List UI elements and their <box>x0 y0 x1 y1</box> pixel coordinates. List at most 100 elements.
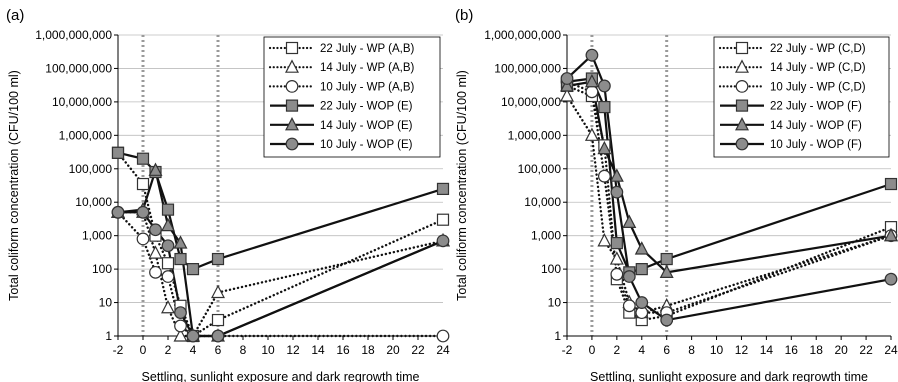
legend: 22 July - WP (A,B) 14 July - WP (A,B) 10 J… <box>263 36 441 158</box>
data-point <box>635 296 649 309</box>
chart-panel-a: 1101001,00010,000100,0001,000,00010,000,… <box>6 7 450 382</box>
x-axis-label: Settling, sunlight exposure and dark reg… <box>590 370 868 382</box>
data-point <box>174 319 187 333</box>
data-point <box>622 214 637 228</box>
x-tick-label: 24 <box>884 343 898 357</box>
data-point <box>598 100 611 114</box>
y-tick-label: 100,000 <box>518 162 562 176</box>
x-tick-label: 0 <box>140 343 147 357</box>
y-tick-label: 1 <box>554 329 561 343</box>
data-point <box>560 78 574 92</box>
panel-label: (a) <box>6 7 24 24</box>
x-tick-label: 2 <box>165 343 172 357</box>
x-tick-label: 24 <box>436 343 450 357</box>
data-point <box>148 162 163 176</box>
x-tick-label: 16 <box>785 343 799 357</box>
legend-marker <box>285 137 299 151</box>
y-tick-label: 1,000,000 <box>508 128 562 142</box>
data-point <box>111 205 125 219</box>
x-tick-label: 4 <box>638 343 645 357</box>
x-tick-label: 20 <box>386 343 400 357</box>
data-point <box>622 299 636 313</box>
legend-marker <box>735 99 749 112</box>
data-point <box>597 140 612 155</box>
y-tick-label: 100 <box>541 262 561 276</box>
x-tick-label: 4 <box>190 343 197 357</box>
x-tick-label: 0 <box>589 343 596 357</box>
x-tick-label: 6 <box>663 343 670 357</box>
legend-entry: 14 July - WP (C,D) <box>770 62 866 74</box>
data-point <box>597 79 611 93</box>
y-tick-label: 100,000,000 <box>494 61 561 75</box>
y-tick-label: 1,000,000 <box>59 128 113 142</box>
data-point <box>609 168 624 182</box>
data-point <box>635 263 648 276</box>
x-tick-label: 12 <box>286 343 300 357</box>
x-tick-label: 16 <box>336 343 350 357</box>
legend-entry: 14 July - WOP (E) <box>320 120 413 132</box>
data-point <box>634 241 649 255</box>
data-point <box>585 48 599 62</box>
y-axis-label: Total coliform concentration (CFU/100 ml… <box>7 70 21 301</box>
legend-entry: 10 July - WOP (F) <box>770 139 862 151</box>
x-tick-label: 6 <box>215 343 222 357</box>
data-point <box>161 257 175 270</box>
x-tick-label: 18 <box>810 343 824 357</box>
legend-box <box>713 36 890 158</box>
data-point <box>585 85 599 99</box>
series-line-2 <box>116 211 445 338</box>
data-point <box>161 203 175 216</box>
data-point <box>174 306 187 320</box>
legend-entry: 10 July - WOP (E) <box>320 139 413 151</box>
data-point <box>161 299 175 314</box>
data-point <box>560 88 574 102</box>
x-tick-label: 18 <box>361 343 375 357</box>
data-point <box>609 251 624 265</box>
x-tick-label: 10 <box>710 343 724 357</box>
data-point <box>660 313 674 327</box>
data-point <box>136 152 150 165</box>
data-point <box>173 328 188 342</box>
data-point <box>597 169 611 183</box>
x-tick-label: 12 <box>735 343 749 357</box>
data-point <box>884 227 898 242</box>
chart-panel-b: 1101001,00010,000100,0001,000,00010,000,… <box>455 7 898 382</box>
y-tick-label: 1,000 <box>82 229 112 243</box>
data-point <box>610 267 624 281</box>
x-tick-label: -2 <box>562 343 573 357</box>
x-tick-label: 22 <box>859 343 873 357</box>
data-point <box>173 235 188 249</box>
data-point <box>597 233 612 247</box>
data-point <box>622 270 636 283</box>
legend-marker <box>285 59 299 73</box>
data-point <box>610 236 623 250</box>
x-tick-label: 10 <box>261 343 275 357</box>
legend-marker <box>285 99 299 112</box>
y-tick-label: 10,000,000 <box>501 95 561 109</box>
data-point <box>560 72 574 85</box>
y-tick-label: 10 <box>99 296 113 310</box>
data-point <box>436 234 450 248</box>
legend-entry: 14 July - WP (A,B) <box>320 62 415 74</box>
y-tick-label: 1,000,000,000 <box>484 28 561 42</box>
data-point <box>884 272 898 286</box>
legend-entry: 10 July - WP (C,D) <box>770 81 866 93</box>
x-tick-label: 22 <box>411 343 425 357</box>
legend-entry: 22 July - WOP (E) <box>320 101 413 113</box>
legend-entry: 22 July - WOP (F) <box>770 101 862 113</box>
x-tick-label: 8 <box>688 343 695 357</box>
x-tick-label: 8 <box>240 343 247 357</box>
data-point <box>149 265 162 279</box>
legend-box <box>263 36 441 158</box>
data-point <box>211 252 225 266</box>
y-tick-label: 1,000 <box>531 229 561 243</box>
legend-marker <box>285 41 299 55</box>
legend-marker <box>735 59 749 73</box>
data-point <box>436 329 450 343</box>
x-tick-label: -2 <box>113 343 124 357</box>
y-tick-label: 10 <box>548 296 562 310</box>
y-tick-label: 100,000,000 <box>45 61 112 75</box>
y-tick-label: 100 <box>92 262 112 276</box>
data-point <box>659 264 674 278</box>
